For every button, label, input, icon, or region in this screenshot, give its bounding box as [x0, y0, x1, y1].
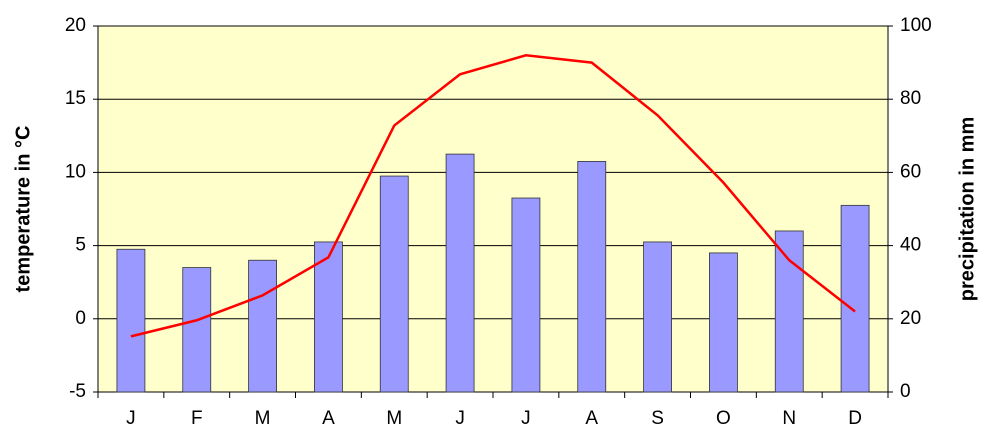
bar [709, 252, 738, 393]
y2-tick-label: 20 [900, 308, 921, 329]
bar [182, 267, 212, 393]
x-tick-label: M [255, 408, 271, 429]
y2-tick-label: 0 [900, 381, 911, 402]
x-tick-label: F [191, 408, 203, 429]
x-tick-label: J [455, 408, 465, 429]
y-tick-label: 20 [65, 15, 86, 36]
x-tick-label: O [716, 408, 731, 429]
bar [314, 241, 343, 393]
bar [248, 259, 277, 393]
plot-area [97, 25, 889, 393]
y-tick-label: 10 [65, 161, 86, 182]
bar [379, 175, 409, 393]
bar [445, 153, 475, 393]
x-tick-label: J [521, 408, 531, 429]
bar [116, 248, 146, 393]
y2-tick-label: 60 [900, 161, 921, 182]
x-tick-label: A [322, 408, 335, 429]
bar [774, 230, 804, 393]
bar [511, 197, 541, 393]
bar [577, 161, 607, 393]
x-tick-label: S [651, 408, 664, 429]
y-tick-label: -5 [69, 381, 86, 402]
y-tick-label: 5 [75, 235, 86, 256]
bar [643, 241, 672, 393]
y2-tick-label: 100 [900, 15, 932, 36]
x-tick-label: J [126, 408, 136, 429]
x-tick-label: D [848, 408, 862, 429]
y2-axis-title: precipitation in mm [956, 117, 978, 301]
y-tick-label: 15 [65, 88, 86, 109]
y-axis-title: temperature in °C [12, 126, 34, 293]
x-tick-label: M [386, 408, 402, 429]
x-tick-label: A [585, 408, 598, 429]
bar [840, 204, 870, 393]
x-tick-label: N [782, 408, 796, 429]
y-tick-label: 0 [75, 308, 86, 329]
y2-tick-label: 40 [900, 235, 921, 256]
line [130, 54, 856, 338]
y2-tick-label: 80 [900, 88, 921, 109]
